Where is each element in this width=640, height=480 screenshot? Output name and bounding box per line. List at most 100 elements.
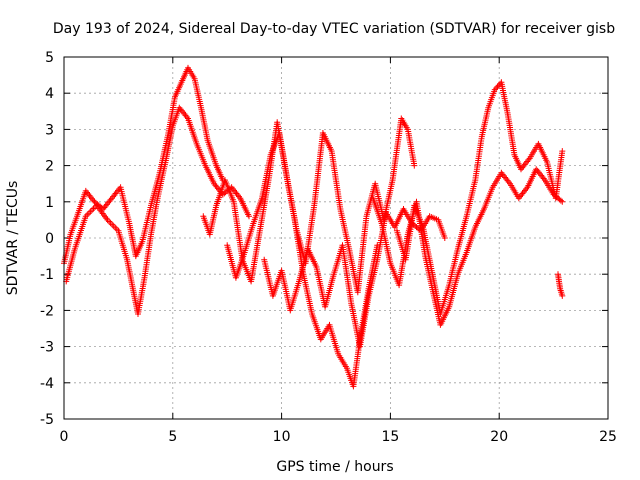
data-point [71, 247, 78, 254]
data-point [103, 215, 110, 222]
data-point [463, 215, 469, 222]
data-point [293, 225, 300, 232]
x-tick-label: 10 [273, 429, 291, 445]
data-point [249, 222, 256, 229]
chart-title: Day 193 of 2024, Sidereal Day-to-day VTE… [53, 21, 615, 37]
data-point [295, 280, 302, 287]
data-point [130, 287, 137, 294]
data-point [484, 106, 491, 113]
data-point [312, 262, 319, 269]
data-point [177, 81, 184, 88]
x-tick-label: 0 [60, 429, 69, 445]
data-point [540, 175, 547, 182]
data-point [557, 287, 564, 294]
y-tick-label: -4 [40, 376, 54, 392]
data-point [378, 218, 384, 225]
y-tick-label: 2 [45, 159, 54, 175]
data-point [113, 226, 120, 233]
data-point [256, 229, 263, 236]
data-point [428, 265, 435, 272]
y-tick-label: 4 [45, 86, 54, 102]
data-point [480, 207, 487, 214]
data-point [258, 197, 265, 204]
y-tick-label: 0 [45, 231, 54, 247]
data-point [373, 258, 380, 265]
data-point [543, 157, 550, 164]
data-point [138, 240, 145, 247]
y-tick-label: -1 [40, 267, 54, 283]
x-tick-label: 25 [599, 429, 617, 445]
data-point [511, 149, 518, 156]
data-point [236, 193, 242, 200]
data-point [123, 254, 130, 261]
data-point [284, 178, 291, 185]
data-point [267, 153, 274, 160]
data-point [493, 85, 500, 92]
data-point [90, 197, 97, 204]
data-point [337, 203, 343, 210]
data-point [347, 298, 354, 304]
data-point [559, 150, 565, 157]
data-point [125, 218, 132, 225]
data-point [310, 204, 317, 211]
data-point [190, 73, 197, 80]
y-axis-label: SDTVAR / TECUs [5, 181, 21, 296]
data-point [193, 138, 200, 145]
data-point [245, 211, 252, 218]
plot-area [61, 64, 566, 390]
data-point [240, 251, 247, 258]
data-point [525, 156, 532, 163]
data-point [491, 88, 498, 95]
data-point [471, 226, 478, 233]
data-point [107, 196, 114, 203]
grid [64, 57, 608, 419]
data-point [204, 135, 211, 142]
data-point [445, 284, 452, 291]
data-point [411, 160, 417, 167]
data-point [454, 273, 461, 280]
data-point [419, 222, 426, 229]
data-point [389, 179, 396, 186]
data-point [504, 109, 511, 116]
data-point [73, 215, 80, 222]
data-point [169, 124, 176, 131]
data-point [471, 179, 478, 186]
data-point [495, 82, 502, 89]
data-point [141, 276, 148, 283]
data-point [454, 248, 461, 254]
data-point [147, 233, 154, 240]
x-tick-label: 20 [490, 429, 508, 445]
data-point [210, 178, 217, 185]
data-point [386, 258, 393, 265]
data-point [523, 185, 530, 192]
data-point [82, 215, 89, 222]
data-point [342, 363, 349, 370]
data-point [462, 251, 469, 258]
plot-frame [63, 56, 609, 420]
data-point [154, 197, 161, 204]
data-point [505, 179, 512, 186]
data-point [334, 348, 341, 355]
y-tick-label: -2 [40, 303, 54, 319]
data-point [147, 204, 154, 211]
data-point [229, 196, 236, 203]
x-axis-label: GPS time / hours [276, 459, 393, 475]
data-point [556, 283, 563, 290]
data-point [478, 135, 485, 142]
data-point [201, 160, 208, 167]
data-point [488, 186, 495, 193]
y-tick-label: -5 [40, 412, 54, 428]
data-point [557, 197, 564, 204]
data-point [403, 124, 410, 131]
data-point [197, 102, 204, 109]
y-tick-label: 1 [45, 195, 54, 211]
y-tick-label: 5 [45, 50, 54, 66]
y-tick-label: -3 [40, 340, 54, 356]
y-tick-label: 3 [45, 122, 54, 138]
x-tick-label: 5 [168, 429, 177, 445]
data-point [558, 291, 565, 298]
data-point [327, 146, 334, 153]
data-point [330, 273, 337, 280]
data-point [212, 204, 219, 211]
